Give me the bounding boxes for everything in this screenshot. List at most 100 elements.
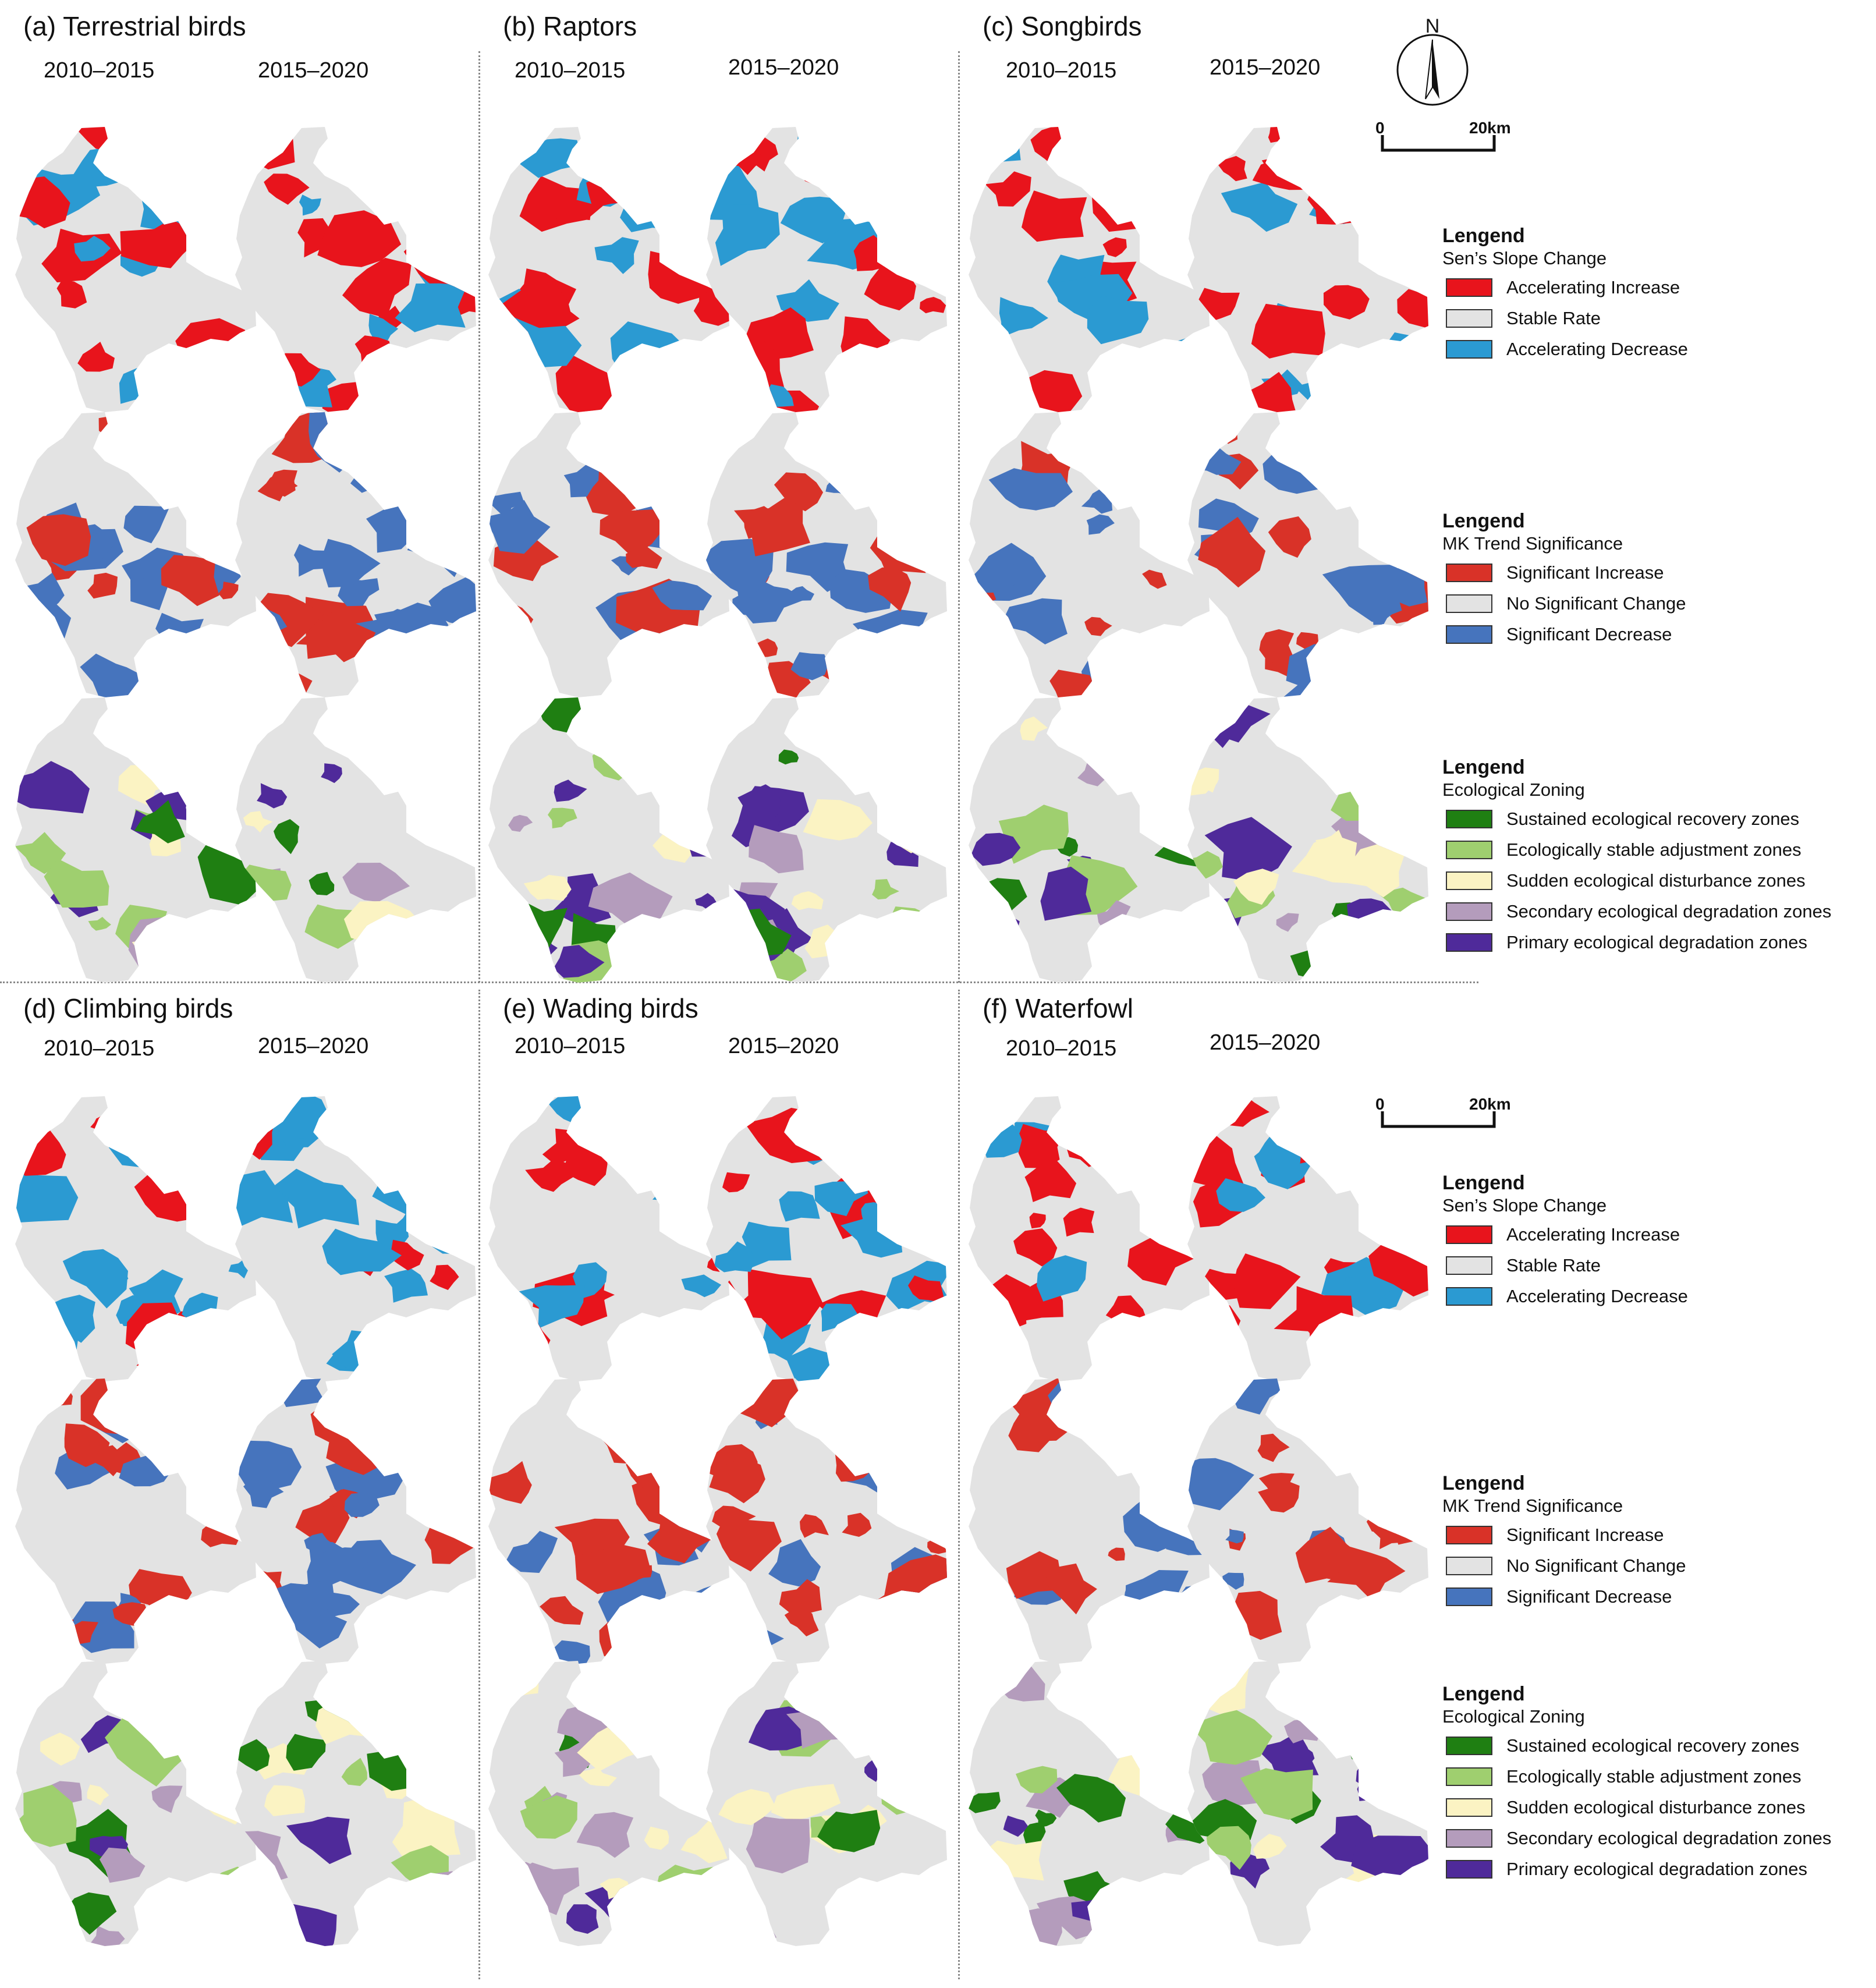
study-area-map-sen — [706, 1096, 947, 1381]
map-patch — [1253, 1834, 1287, 1859]
map-patch — [1105, 1100, 1126, 1117]
study-area-map-zoning — [15, 1661, 256, 1946]
map-patch — [342, 863, 410, 902]
map-patch — [1357, 1783, 1379, 1801]
map-patch — [322, 538, 381, 588]
separator-vertical — [478, 51, 480, 983]
map-patch — [800, 1514, 829, 1538]
separator-horizontal — [0, 981, 1478, 983]
map-patch — [186, 412, 233, 444]
map-patch — [488, 1900, 545, 1944]
map-patch — [1022, 190, 1087, 242]
period-label: 2010–2015 — [1006, 58, 1117, 83]
map-patch — [38, 1347, 77, 1376]
map-patch — [607, 1101, 644, 1132]
legend-item: Sustained ecological recovery zones — [1442, 803, 1831, 834]
map-patch — [920, 297, 946, 314]
map-patch — [780, 196, 846, 244]
map-patch — [680, 1819, 728, 1863]
map-patch — [729, 1328, 757, 1350]
map-patch — [557, 1704, 612, 1747]
map-patch — [488, 499, 551, 554]
map-patch — [488, 1461, 532, 1504]
map-patch — [272, 1168, 359, 1229]
map-patch — [1035, 1809, 1057, 1828]
map-patch — [45, 1295, 95, 1343]
map-patch — [152, 714, 180, 734]
map-patch — [1346, 920, 1386, 947]
map-patch — [1233, 869, 1279, 905]
map-patch — [1373, 346, 1421, 381]
study-area-map-zoning — [235, 1661, 476, 1946]
map-patch — [235, 1739, 270, 1771]
map-patch — [971, 832, 1021, 866]
map-base-area — [1187, 412, 1428, 697]
map-patch — [554, 779, 587, 802]
map-patch — [1331, 781, 1388, 821]
map-patch — [1233, 1253, 1301, 1309]
map-patch — [581, 127, 632, 168]
map-patch — [601, 1096, 674, 1138]
separator-vertical — [958, 51, 960, 983]
panel-title: (e) Wading birds — [503, 993, 698, 1023]
study-area-map-sen — [1187, 127, 1428, 412]
study-area-map-sen — [488, 127, 729, 412]
map-patch — [626, 544, 662, 569]
map-patch — [982, 915, 1020, 942]
legend-item: Secondary ecological degradation zones — [1442, 896, 1831, 927]
map-patch — [1366, 1505, 1399, 1533]
map-patch — [1355, 1185, 1382, 1203]
period-label: 2015–2020 — [728, 1034, 839, 1058]
period-label: 2010–2015 — [44, 58, 155, 83]
period-label: 2015–2020 — [1210, 55, 1321, 80]
map-patch — [600, 509, 665, 558]
study-area-map-sen — [235, 1096, 476, 1381]
map-patch — [1373, 1379, 1401, 1394]
study-area-map-sen — [969, 1096, 1210, 1381]
map-patch — [1395, 1429, 1428, 1466]
legend-item: Sudden ecological disturbance zones — [1442, 865, 1831, 896]
legend-label: Sustained ecological recovery zones — [1506, 808, 1800, 829]
map-patch — [1063, 1207, 1095, 1237]
map-patch — [1221, 182, 1298, 232]
map-patch — [778, 749, 799, 765]
map-patch — [1272, 1684, 1297, 1700]
map-patch — [243, 1477, 284, 1508]
legend-item: Significant Increase — [1442, 1519, 1686, 1550]
legend-swatch — [1446, 1736, 1492, 1755]
period-label: 2010–2015 — [1006, 1036, 1117, 1061]
map-patch — [235, 1440, 302, 1491]
map-patch — [784, 1607, 819, 1636]
map-patch — [141, 183, 226, 234]
map-patch — [1016, 1766, 1058, 1794]
map-patch — [980, 338, 1004, 360]
study-area-map-sen — [488, 1096, 729, 1381]
map-patch — [1339, 647, 1360, 665]
legend-item: Secondary ecological degradation zones — [1442, 1823, 1831, 1854]
map-patch — [118, 722, 144, 742]
map-patch — [1258, 1480, 1300, 1513]
study-area-map-zoning — [15, 697, 256, 983]
map-patch — [279, 1379, 326, 1407]
legend-label: No Significant Change — [1506, 1555, 1686, 1576]
map-patch — [1259, 629, 1295, 667]
map-base-area — [15, 1661, 256, 1946]
legend-label: No Significant Change — [1506, 593, 1686, 614]
map-patch — [399, 697, 472, 750]
map-patch — [391, 1239, 424, 1271]
map-patch — [341, 1757, 367, 1786]
map-patch — [588, 872, 673, 929]
map-patch — [1268, 127, 1284, 143]
legend-label: Significant Decrease — [1506, 623, 1672, 644]
map-patch — [80, 653, 144, 697]
map-patch — [1230, 1379, 1289, 1415]
map-patch — [988, 468, 1073, 511]
map-patch — [1000, 598, 1068, 644]
map-patch — [77, 342, 115, 372]
legend-label: Significant Increase — [1506, 562, 1664, 583]
legend-label: Accelerating Decrease — [1506, 1285, 1688, 1306]
map-patch — [1112, 353, 1155, 388]
legend-item: Significant Increase — [1442, 557, 1686, 588]
study-area-map-mk — [235, 1379, 476, 1664]
map-patch — [364, 937, 416, 982]
